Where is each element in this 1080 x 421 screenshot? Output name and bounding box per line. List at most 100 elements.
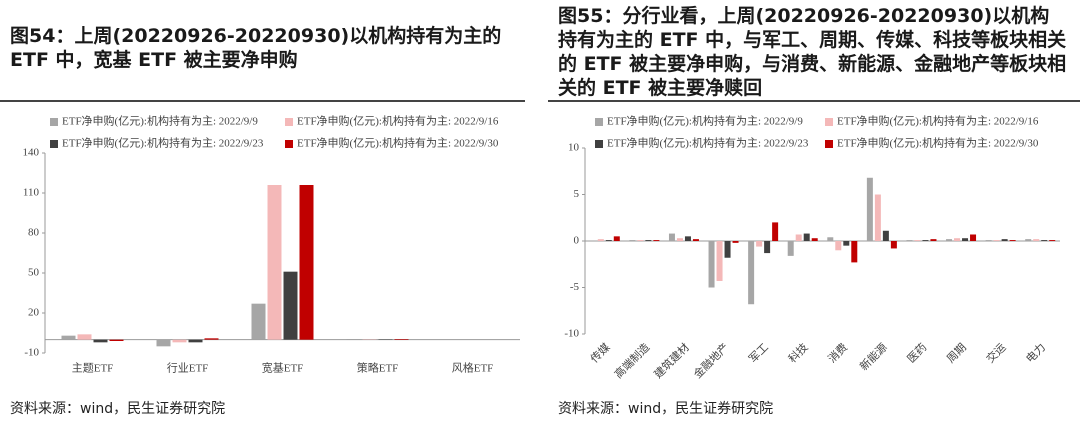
- legend-label: ETF净申购(亿元):机构持有为主: 2022/9/9: [607, 114, 803, 128]
- bar: [1041, 240, 1048, 241]
- bar: [267, 185, 282, 340]
- bar: [724, 241, 731, 258]
- legend-label: ETF净申购(亿元):机构持有为主: 2022/9/23: [62, 136, 264, 150]
- legend-label: ETF净申购(亿元):机构持有为主: 2022/9/9: [62, 114, 258, 128]
- rule: [548, 100, 1080, 102]
- bar: [172, 339, 187, 343]
- legend-swatch: [595, 140, 603, 148]
- bar: [204, 338, 219, 340]
- bar: [756, 241, 763, 247]
- x-tick-label: 科技: [785, 340, 810, 365]
- bar: [866, 177, 873, 241]
- bar: [890, 241, 897, 249]
- bar: [1025, 239, 1032, 241]
- bar: [803, 233, 810, 241]
- rule: [0, 100, 525, 102]
- x-tick-label: 策略ETF: [357, 361, 399, 375]
- y-tick-label: -5: [570, 281, 580, 293]
- bar: [629, 240, 636, 241]
- x-tick-label: 金融地产: [690, 340, 731, 381]
- bar: [394, 339, 409, 340]
- bar: [637, 240, 644, 241]
- y-tick-label: 20: [28, 307, 40, 319]
- x-tick-label: 高端制造: [611, 340, 652, 381]
- source: 资料来源：wind，民生证券研究院: [558, 401, 774, 417]
- bar: [922, 240, 929, 241]
- x-tick-label: 电力: [1023, 341, 1048, 366]
- bar: [882, 230, 889, 241]
- bar: [716, 241, 723, 281]
- x-tick-label: 主题ETF: [72, 362, 114, 375]
- bar: [851, 241, 858, 263]
- y-tick-label: 10: [568, 142, 580, 154]
- legend-swatch: [285, 140, 293, 148]
- bar: [613, 236, 620, 241]
- bar: [684, 236, 691, 241]
- bar: [930, 239, 937, 241]
- bar: [906, 240, 913, 241]
- bar: [795, 234, 802, 241]
- legend-label: ETF净申购(亿元):机构持有为主: 2022/9/23: [607, 136, 809, 150]
- bar: [787, 241, 794, 256]
- legend-swatch: [285, 118, 293, 126]
- bar: [708, 241, 715, 288]
- bar: [77, 334, 92, 340]
- chart-title: 图54：上周(20220926-20220930)以机构持有为主的 ETF 中，…: [10, 25, 502, 71]
- bar: [676, 238, 683, 241]
- bar: [835, 241, 842, 251]
- bar: [954, 238, 961, 241]
- bar: [605, 240, 612, 241]
- legend-swatch: [825, 140, 833, 148]
- bar: [346, 339, 361, 340]
- bar: [653, 240, 660, 241]
- bar: [156, 339, 171, 347]
- legend-label: ETF净申购(亿元):机构持有为主: 2022/9/16: [837, 114, 1039, 128]
- chart: -10 -5 0 5 10 ETF净申购(亿元):机构持有为主: 2022/9/9 ETF净…: [564, 114, 1060, 381]
- legend-label: ETF净申购(亿元):机构持有为主: 2022/9/16: [297, 114, 499, 128]
- x-tick-label: 交运: [983, 340, 1008, 365]
- legend-label: ETF净申购(亿元):机构持有为主: 2022/9/30: [297, 136, 499, 150]
- legend-swatch: [50, 118, 58, 126]
- y-tick-label: 140: [23, 147, 40, 159]
- bar: [1001, 239, 1008, 241]
- bar: [597, 239, 604, 241]
- bar: [914, 240, 921, 241]
- bar: [61, 335, 76, 340]
- bar: [748, 241, 755, 305]
- bar: [772, 222, 779, 241]
- legend-label: ETF净申购(亿元):机构持有为主: 2022/9/30: [837, 136, 1039, 150]
- bar: [283, 271, 298, 340]
- bar: [843, 241, 850, 246]
- bar: [645, 240, 652, 241]
- y-tick-label: 110: [23, 187, 40, 199]
- x-tick-label: 行业ETF: [167, 362, 209, 375]
- bar: [188, 339, 203, 343]
- x-tick-label: 军工: [746, 341, 771, 366]
- legend-swatch: [825, 118, 833, 126]
- bar: [946, 239, 953, 241]
- bar: [993, 240, 1000, 241]
- x-tick-label: 宽基ETF: [262, 361, 304, 375]
- x-tick-label: 风格ETF: [452, 361, 494, 375]
- bar: [692, 239, 699, 241]
- bar: [764, 241, 771, 254]
- x-tick-label: 周期: [944, 341, 969, 366]
- x-tick-label: 传媒: [588, 341, 613, 366]
- bar: [299, 185, 314, 340]
- y-tick-label: 80: [28, 227, 40, 239]
- bar: [827, 237, 834, 241]
- y-tick-label: -10: [564, 328, 579, 340]
- bar: [1049, 240, 1056, 241]
- bar: [668, 233, 675, 241]
- source: 资料来源：wind，民生证券研究院: [10, 401, 226, 417]
- x-tick-label: 消费: [825, 340, 850, 365]
- y-tick-label: 50: [28, 267, 40, 279]
- y-tick-label: 0: [574, 235, 580, 247]
- bar: [1033, 239, 1040, 241]
- legend-swatch: [50, 140, 58, 148]
- bar: [970, 234, 977, 241]
- bar: [874, 194, 881, 241]
- bar: [732, 241, 739, 243]
- legend-swatch: [595, 118, 603, 126]
